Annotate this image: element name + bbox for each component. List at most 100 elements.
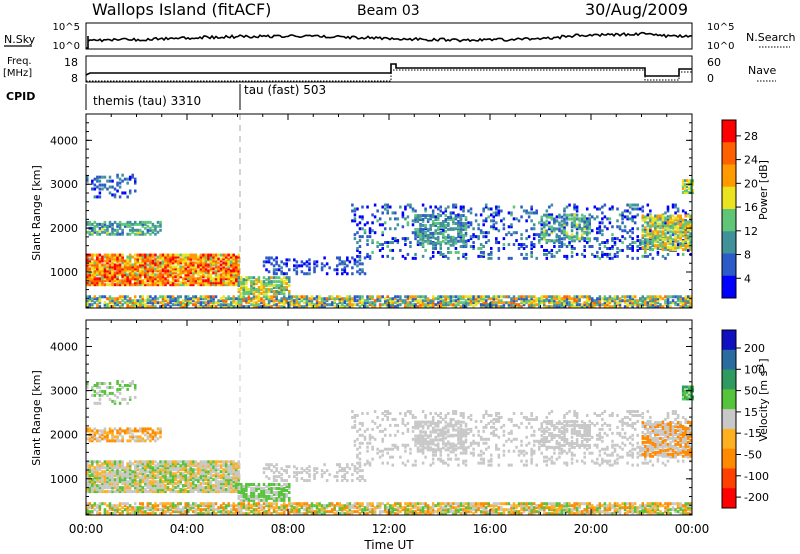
power-cell xyxy=(598,303,602,307)
power-cell xyxy=(164,259,167,263)
power-cell xyxy=(229,283,233,287)
velocity-cell xyxy=(128,484,132,488)
power-cell xyxy=(671,238,675,242)
power-cell xyxy=(419,295,422,299)
power-cell xyxy=(91,271,94,275)
power-cell xyxy=(563,303,566,307)
power-cell xyxy=(684,226,687,230)
power-cell xyxy=(237,265,241,269)
power-cell xyxy=(141,230,145,234)
power-cell xyxy=(575,295,579,299)
velocity-cell xyxy=(159,484,162,488)
power-cell xyxy=(131,301,134,305)
power-cell xyxy=(222,305,225,309)
power-cell xyxy=(171,303,175,307)
velocity-cell xyxy=(232,474,235,478)
power-cell xyxy=(113,305,117,309)
velocity-cell xyxy=(240,494,243,498)
velocity-cell xyxy=(103,476,107,480)
velocity-cell xyxy=(131,490,134,494)
power-cell xyxy=(444,209,448,213)
power-cell xyxy=(121,271,124,275)
power-cell xyxy=(626,303,629,307)
power-cell xyxy=(628,299,632,303)
power-cell xyxy=(358,299,362,303)
velocity-cell xyxy=(245,492,248,496)
power-cell xyxy=(583,301,586,305)
velocity-cell xyxy=(123,429,127,433)
power-cell xyxy=(679,238,682,242)
power-cell xyxy=(189,299,193,303)
power-cell xyxy=(482,219,485,223)
velocity-cell xyxy=(149,462,152,466)
power-cell xyxy=(457,303,460,307)
velocity-cell xyxy=(151,490,155,494)
velocity-cell xyxy=(209,470,213,474)
power-cell xyxy=(171,279,175,283)
power-cell xyxy=(207,259,210,263)
power-cell xyxy=(444,218,448,222)
power-cell xyxy=(459,225,463,229)
power-cell xyxy=(479,229,483,233)
velocity-cell xyxy=(214,480,218,484)
power-cell xyxy=(583,215,586,219)
power-cell xyxy=(591,303,594,307)
power-cell xyxy=(671,214,675,218)
power-cell xyxy=(686,236,690,240)
power-cell xyxy=(181,259,185,263)
power-cell xyxy=(194,301,198,305)
power-cell xyxy=(558,215,561,219)
power-cell xyxy=(86,220,89,224)
power-cell xyxy=(684,305,687,309)
velocity-cell xyxy=(136,429,140,433)
power-cell xyxy=(320,262,324,266)
power-cell xyxy=(111,305,114,309)
power-cell xyxy=(113,232,117,236)
power-cell xyxy=(199,267,203,271)
velocity-cell xyxy=(126,482,129,486)
power-cell xyxy=(187,279,190,283)
power-cell xyxy=(532,233,536,237)
power-cell xyxy=(363,299,367,303)
velocity-cell xyxy=(106,468,109,472)
power-cell xyxy=(669,222,672,226)
power-cell xyxy=(469,237,473,241)
power-cell xyxy=(469,211,473,215)
power-cell xyxy=(187,301,190,305)
power-cell xyxy=(666,252,670,256)
power-cell xyxy=(454,246,458,250)
power-cell xyxy=(361,262,364,266)
velocity-cell xyxy=(181,488,185,492)
power-cell xyxy=(144,305,147,309)
power-cell xyxy=(666,248,670,252)
power-cell xyxy=(588,305,591,309)
velocity-cell xyxy=(156,484,160,488)
power-cell xyxy=(361,235,364,239)
power-cell xyxy=(368,227,372,231)
power-cell xyxy=(616,246,619,250)
power-cell xyxy=(351,219,354,223)
velocity-cell xyxy=(118,474,122,478)
power-cell xyxy=(674,222,677,226)
power-cell xyxy=(133,267,137,271)
power-cell xyxy=(199,301,203,305)
power-cell xyxy=(497,295,501,299)
power-cell xyxy=(111,263,114,267)
velocity-cell xyxy=(118,431,122,435)
power-cell xyxy=(139,253,142,257)
power-cell xyxy=(209,259,213,263)
power-cell xyxy=(154,279,157,283)
power-cell xyxy=(217,299,220,303)
velocity-cell xyxy=(111,480,114,484)
power-cell xyxy=(366,254,369,258)
power-cell xyxy=(348,295,352,299)
velocity-cell xyxy=(86,490,89,494)
power-cell xyxy=(558,237,561,241)
velocity-cell xyxy=(204,464,208,468)
power-cell xyxy=(626,217,629,221)
velocity-cell xyxy=(234,462,238,466)
power-cell xyxy=(545,297,549,301)
power-cell xyxy=(202,279,205,283)
velocity-cell xyxy=(86,476,89,480)
power-cell xyxy=(161,283,165,287)
